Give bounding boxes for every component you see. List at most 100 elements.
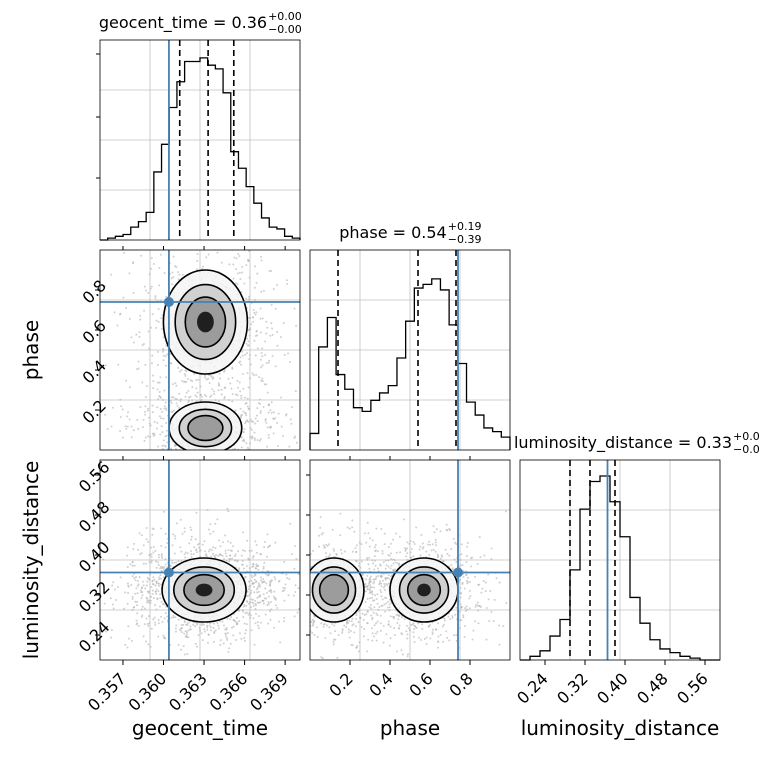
sample-point xyxy=(280,586,282,588)
sample-point xyxy=(267,433,270,436)
sample-point xyxy=(169,400,172,403)
sample-point xyxy=(116,586,119,589)
x-tick-label: 0.24 xyxy=(513,669,552,708)
sample-point xyxy=(242,387,245,390)
sample-point xyxy=(306,590,308,592)
sample-point xyxy=(183,373,186,376)
sample-point xyxy=(355,646,358,649)
sample-point xyxy=(340,552,343,555)
sample-point xyxy=(149,645,152,648)
sample-point xyxy=(431,632,434,635)
sample-point xyxy=(421,542,424,545)
sample-point xyxy=(294,591,297,594)
sample-point xyxy=(360,625,363,628)
sample-point xyxy=(401,633,404,636)
sample-point xyxy=(237,550,240,553)
sample-point xyxy=(248,250,251,252)
sample-point xyxy=(459,586,462,589)
sample-point xyxy=(275,552,277,554)
sample-point xyxy=(225,628,228,631)
sample-point xyxy=(383,543,386,546)
sample-point xyxy=(165,408,168,411)
sample-point xyxy=(140,552,143,555)
sample-point xyxy=(184,395,187,398)
sample-point xyxy=(465,561,468,564)
sample-point xyxy=(460,607,463,610)
sample-point xyxy=(229,382,232,385)
sample-point xyxy=(261,380,264,383)
sample-point xyxy=(143,623,146,626)
sample-point xyxy=(172,255,175,258)
sample-point xyxy=(246,405,249,408)
sample-point xyxy=(104,630,107,633)
sample-point xyxy=(137,624,140,627)
sample-point xyxy=(141,594,144,597)
sample-point xyxy=(272,595,275,598)
sample-point xyxy=(245,297,248,300)
sample-point xyxy=(224,633,227,636)
sample-point xyxy=(360,560,363,563)
sample-point xyxy=(381,549,384,552)
sample-point xyxy=(454,613,457,616)
sample-point xyxy=(489,589,492,592)
sample-point xyxy=(252,316,255,319)
sample-point xyxy=(267,622,270,625)
sample-point xyxy=(231,376,234,379)
sample-point xyxy=(254,607,257,610)
sample-point xyxy=(206,624,209,627)
sample-point xyxy=(144,587,147,590)
sample-point xyxy=(406,637,409,640)
sample-point xyxy=(132,548,135,551)
sample-point xyxy=(363,614,366,617)
sample-point xyxy=(380,591,383,594)
sample-point xyxy=(132,341,135,344)
sample-point xyxy=(136,418,139,421)
sample-point xyxy=(161,350,164,353)
sample-point xyxy=(126,646,129,649)
sample-point xyxy=(178,273,181,276)
sample-point xyxy=(260,579,263,582)
sample-point xyxy=(455,560,458,563)
sample-point xyxy=(387,623,390,626)
sample-point xyxy=(166,541,169,544)
sample-point xyxy=(308,618,310,620)
sample-point xyxy=(270,591,273,594)
sample-point xyxy=(104,413,107,416)
sample-point xyxy=(195,395,198,398)
sample-point xyxy=(306,561,308,563)
sample-point xyxy=(175,624,178,627)
sample-point xyxy=(190,472,192,474)
sample-point xyxy=(389,552,392,555)
sample-point xyxy=(365,541,368,544)
sample-point xyxy=(307,584,309,586)
sample-point xyxy=(140,452,142,454)
sample-point xyxy=(490,558,493,561)
sample-point xyxy=(295,324,298,327)
sample-point xyxy=(312,623,315,626)
sample-point xyxy=(441,625,444,628)
sample-point xyxy=(182,623,185,626)
sample-point xyxy=(258,398,261,401)
sample-point xyxy=(217,399,220,402)
sample-point xyxy=(310,620,313,623)
sample-point xyxy=(138,455,140,457)
sample-point xyxy=(451,616,454,619)
sample-point xyxy=(255,565,258,568)
sample-point xyxy=(171,544,174,547)
sample-point xyxy=(212,622,215,625)
sample-point xyxy=(246,397,249,400)
sample-point xyxy=(159,396,162,399)
sample-point xyxy=(459,578,462,581)
sample-point xyxy=(502,625,505,628)
sample-point xyxy=(294,435,297,438)
sample-point xyxy=(357,650,360,653)
sample-point xyxy=(158,584,161,587)
sample-point xyxy=(253,311,256,314)
sample-point xyxy=(295,576,297,578)
sample-point xyxy=(306,609,308,611)
sample-point xyxy=(136,585,139,588)
sample-point xyxy=(263,545,266,548)
sample-point xyxy=(218,372,221,375)
sample-point xyxy=(295,622,297,624)
sample-point xyxy=(128,272,131,275)
